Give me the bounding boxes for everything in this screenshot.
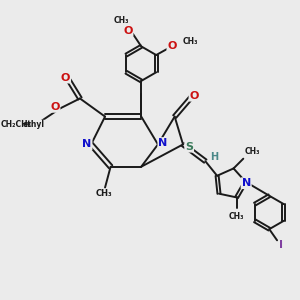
- Text: CH₃: CH₃: [95, 189, 112, 198]
- Text: CH₂CH₃: CH₂CH₃: [1, 120, 32, 129]
- Text: CH₃: CH₃: [245, 148, 260, 157]
- Text: CH₃: CH₃: [183, 37, 198, 46]
- Text: O: O: [167, 41, 177, 51]
- Text: ethyl: ethyl: [23, 120, 45, 129]
- Text: I: I: [279, 240, 283, 250]
- Text: N: N: [242, 178, 251, 188]
- Text: CH₃: CH₃: [229, 212, 244, 221]
- Text: N: N: [158, 138, 168, 148]
- Text: O: O: [190, 91, 199, 101]
- Text: O: O: [61, 73, 70, 82]
- Text: N: N: [82, 140, 92, 149]
- Text: H: H: [210, 152, 218, 162]
- Text: CH₃: CH₃: [113, 16, 129, 25]
- Text: S: S: [185, 142, 193, 152]
- Text: O: O: [123, 26, 133, 35]
- Text: O: O: [50, 102, 60, 112]
